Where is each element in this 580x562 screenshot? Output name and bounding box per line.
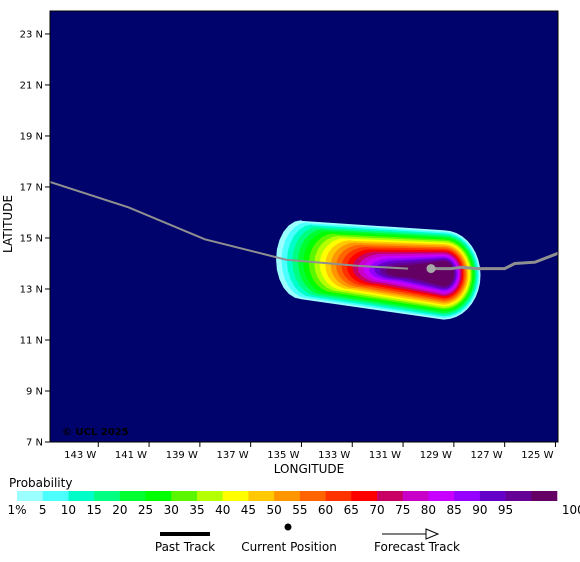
colorbar-label: 90 <box>472 503 487 517</box>
lon-tick-label: 127 W <box>471 450 503 461</box>
colorbar-label: 45 <box>241 503 256 517</box>
probability-contours <box>276 220 481 320</box>
lat-tick-label: 15 N <box>20 233 43 244</box>
current-position-legend-label: Current Position <box>241 540 337 554</box>
probability-colorbar: 1% 5 10 15 20 25 30 35 40 45 50 55 60 65 70 75 80 85 90 95 1… <box>7 491 580 517</box>
lat-tick-label: 19 N <box>20 131 43 142</box>
colorbar-swatch <box>171 491 198 501</box>
colorbar-label: 30 <box>164 503 179 517</box>
colorbar-label: 35 <box>189 503 204 517</box>
colorbar-swatch <box>248 491 275 501</box>
colorbar-label: 95 <box>498 503 513 517</box>
lon-tick-label: 131 W <box>369 450 401 461</box>
colorbar-label: 80 <box>421 503 436 517</box>
lat-tick-label: 17 N <box>20 182 43 193</box>
colorbar-swatch <box>325 491 352 501</box>
colorbar-swatch <box>94 491 121 501</box>
colorbar-label: 25 <box>138 503 153 517</box>
lat-tick-label: 7 N <box>26 438 43 449</box>
lat-tick-label: 23 N <box>20 29 43 40</box>
colorbar-label: 5 <box>39 503 47 517</box>
colorbar-label: 20 <box>112 503 127 517</box>
colorbar-swatch <box>377 491 404 501</box>
colorbar-label: 15 <box>87 503 102 517</box>
past-track-line <box>50 180 409 270</box>
colorbar-label: 40 <box>215 503 230 517</box>
colorbar-label: 50 <box>267 503 282 517</box>
colorbar-label: 10 <box>61 503 76 517</box>
map-frame <box>49 10 559 443</box>
lon-tick-label: 125 W <box>521 450 553 461</box>
colorbar-swatch <box>17 491 44 501</box>
colorbar-label: 85 <box>447 503 462 517</box>
lat-tick-label: 13 N <box>20 284 43 295</box>
lon-tick-label: 137 W <box>217 450 249 461</box>
past-track-legend-label: Past Track <box>155 540 215 554</box>
colorbar-swatch <box>68 491 95 501</box>
colorbar-swatch <box>274 491 301 501</box>
colorbar-swatch <box>531 491 558 501</box>
colorbar-label: 100% <box>562 503 580 517</box>
current-position-marker <box>426 264 436 274</box>
colorbar-swatch <box>351 491 378 501</box>
colorbar-swatch <box>402 491 429 501</box>
lon-tick-label: 135 W <box>267 450 299 461</box>
forecast-track-legend-arrow-icon <box>425 528 440 540</box>
lon-tick-label: 139 W <box>166 450 198 461</box>
colorbar-title: Probability <box>9 476 72 490</box>
colorbar-label: 60 <box>318 503 333 517</box>
colorbar-swatch <box>479 491 506 501</box>
forecast-track-legend-label: Forecast Track <box>374 540 460 554</box>
colorbar-swatch <box>222 491 249 501</box>
colorbar-swatch <box>145 491 172 501</box>
colorbar-label: 65 <box>344 503 359 517</box>
lon-tick-label: 129 W <box>420 450 452 461</box>
colorbar-swatch <box>119 491 146 501</box>
lat-tick-label: 21 N <box>20 80 43 91</box>
colorbar-label: 75 <box>395 503 410 517</box>
colorbar-label: 1% <box>7 503 26 517</box>
current-position-legend-dot <box>284 523 292 531</box>
colorbar-swatch <box>454 491 481 501</box>
colorbar-swatch <box>197 491 224 501</box>
lon-tick-label: 141 W <box>115 450 147 461</box>
colorbar-swatch <box>299 491 326 501</box>
storm-tracks <box>50 180 558 274</box>
colorbar-swatch <box>505 491 532 501</box>
x-axis-label: LONGITUDE <box>274 462 344 476</box>
colorbar-label: 70 <box>369 503 384 517</box>
lon-tick-label: 143 W <box>64 450 96 461</box>
colorbar-swatch <box>42 491 69 501</box>
copyright-text: © UCL 2025 <box>62 427 129 438</box>
forecast-track-line <box>431 251 558 271</box>
colorbar-swatch <box>428 491 455 501</box>
lat-tick-label: 9 N <box>26 386 43 397</box>
lon-tick-label: 133 W <box>318 450 350 461</box>
colorbar-label: 55 <box>292 503 307 517</box>
y-axis-label: LATITUDE <box>1 195 15 253</box>
latitude-axis: 7 N 9 N 11 N 13 N 15 N 17 N 19 N 21 N 23 N <box>20 29 50 449</box>
longitude-axis: 143 W 141 W 139 W 137 W 135 W 133 W 131 W 129 W… <box>64 442 556 461</box>
lat-tick-label: 11 N <box>20 335 43 346</box>
